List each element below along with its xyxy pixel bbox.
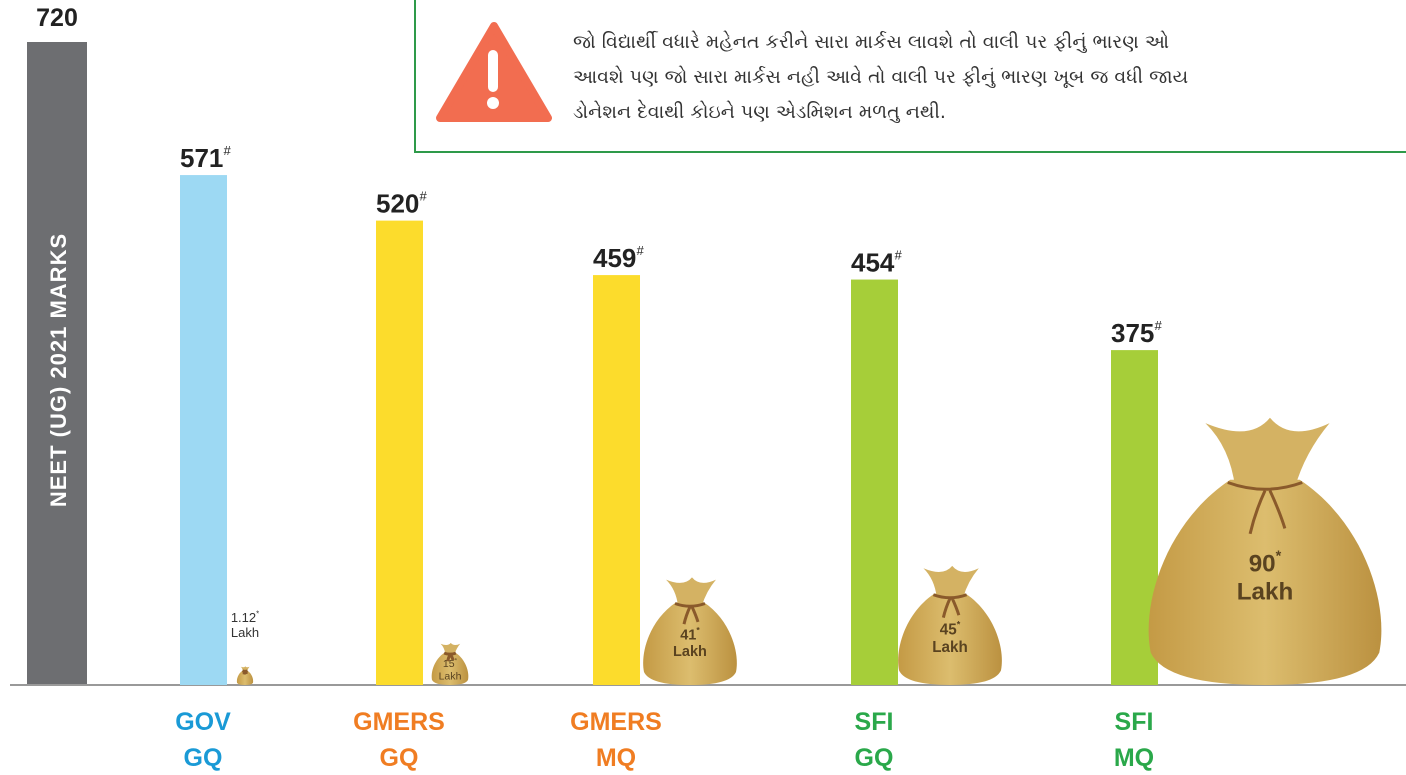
value-label: 459#	[593, 243, 644, 273]
value-label: 571#	[180, 143, 231, 173]
notice-line: જો વિદ્યાર્થી વધારે મહેનત કરીને સારા માર…	[573, 31, 1169, 53]
notice-box: જો વિદ્યાર્થી વધારે મહેનત કરીને સારા માર…	[415, 0, 1406, 152]
chart: જો વિદ્યાર્થી વધારે મહેનત કરીને સારા માર…	[0, 0, 1406, 775]
x-tick-label: GQ	[855, 744, 894, 772]
bag-neck	[441, 643, 461, 654]
money-bag	[237, 666, 253, 685]
fee-value: 90	[1249, 551, 1276, 578]
x-tick-label: GQ	[184, 744, 223, 772]
warning-mark	[488, 50, 498, 92]
value-marker: #	[894, 248, 902, 263]
bar	[180, 175, 227, 685]
fee-marker: *	[1276, 549, 1282, 565]
x-tick-label: GMERS	[570, 708, 662, 736]
notice-line: આવશે પણ જો સારા માર્કસ નહી આવે તો વાલી પ…	[573, 66, 1188, 88]
value-marker: #	[1154, 318, 1162, 333]
value-number: 571	[180, 143, 223, 173]
fee-value: 45	[940, 621, 957, 638]
value-marker: #	[636, 243, 644, 258]
bar	[376, 221, 423, 685]
value-number: 520	[376, 189, 419, 219]
value-number: 454	[851, 248, 895, 278]
notice-line: ડોનેશન દેવાથી કોઇને પણ એડમિશન મળતુ નથી.	[573, 100, 946, 123]
value-number: 459	[593, 243, 636, 273]
value-marker: #	[223, 143, 231, 158]
bar	[593, 275, 640, 685]
value-label: 375#	[1111, 318, 1162, 348]
fee-value: 1.12	[231, 610, 256, 625]
value-label: 520#	[376, 189, 427, 219]
bar	[851, 280, 898, 685]
fee-unit: Lakh	[231, 625, 259, 640]
fee-label: 1.12*	[231, 609, 259, 625]
fee-unit: Lakh	[932, 639, 968, 656]
fee-unit: Lakh	[439, 670, 462, 682]
fee-value: 15	[443, 658, 455, 670]
bag-neck	[666, 577, 716, 605]
value-label: 454#	[851, 248, 902, 278]
bag-neck	[923, 566, 978, 597]
x-tick-label: SFI	[855, 708, 894, 736]
fee-marker: *	[957, 620, 961, 630]
x-tick-label: GOV	[175, 708, 231, 736]
x-tick-label: MQ	[596, 744, 636, 772]
bag-tie	[242, 671, 247, 675]
value-marker: #	[419, 189, 427, 204]
fee-unit: Lakh	[1237, 578, 1293, 605]
y-tick-label: 720	[36, 4, 78, 32]
x-tick-label: GQ	[380, 744, 419, 772]
y-axis-label: NEET (UG) 2021 MARKS	[46, 233, 71, 507]
x-tick-label: MQ	[1114, 744, 1154, 772]
fee-unit: Lakh	[673, 644, 707, 660]
x-tick-label: SFI	[1115, 708, 1154, 736]
fee-marker: *	[256, 609, 259, 618]
fee-value: 41	[680, 627, 696, 643]
warning-dot	[487, 97, 499, 109]
value-number: 375	[1111, 318, 1154, 348]
x-tick-label: GMERS	[353, 708, 445, 736]
bag-neck	[1205, 418, 1329, 488]
